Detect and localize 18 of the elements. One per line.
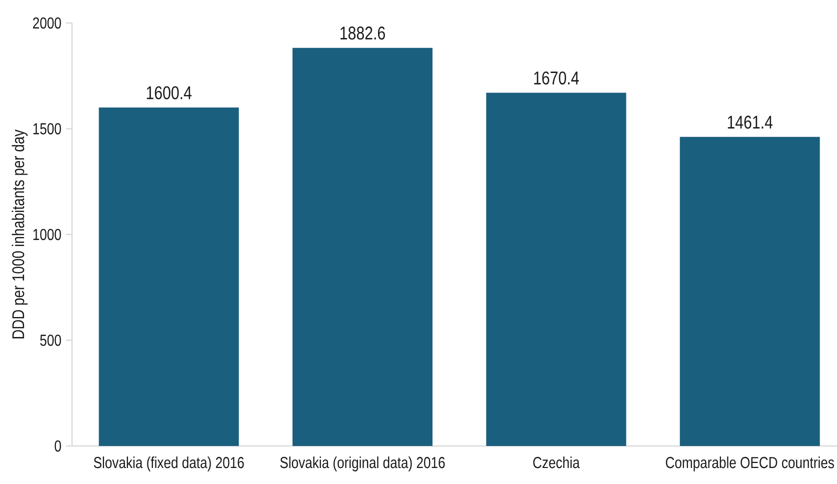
data-label: 1461.4 [728,116,773,129]
x-tick-label: Slovakia (fixed data) 2016 [94,456,244,472]
x-tick-label: Czechia [533,456,580,468]
x-tick-label: Slovakia (original data) 2016 [280,456,445,472]
y-tick-label: 500 [40,334,61,346]
data-label: 1600.4 [146,86,192,100]
y-tick-label: 0 [54,440,61,452]
y-axis-title: DDD per 1000 inhabitants per day [12,130,28,338]
data-label: 1670.4 [534,71,579,85]
y-tick-label: 1500 [33,123,61,134]
bar [680,136,820,446]
bar [98,108,239,446]
bar [292,48,433,446]
data-label: 1882.6 [340,26,385,40]
y-tick-label: 1000 [33,228,61,240]
bar [486,92,626,446]
y-tick-label: 2000 [33,17,61,29]
x-tick-label: Comparable OECD countries [666,456,834,472]
